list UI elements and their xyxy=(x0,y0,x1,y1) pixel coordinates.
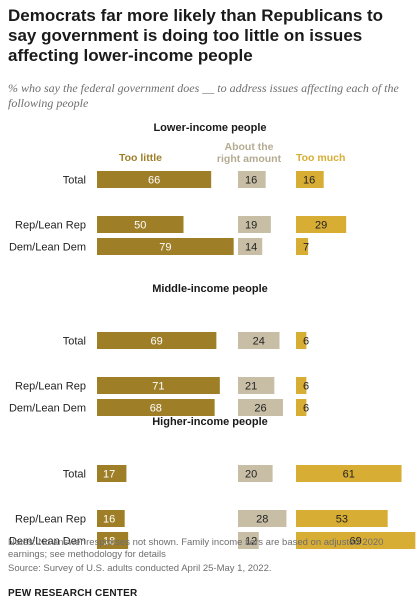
bar xyxy=(296,399,307,416)
bar xyxy=(97,377,220,394)
data-label: 50 xyxy=(134,220,146,232)
data-label: 16 xyxy=(103,514,115,526)
bar xyxy=(238,510,287,527)
bar xyxy=(296,332,307,349)
chart-title: Democrats far more likely than Republica… xyxy=(8,6,384,65)
column-header-too-little: Too little xyxy=(119,152,162,164)
data-label: 24 xyxy=(253,336,265,348)
bar xyxy=(238,171,266,188)
bar xyxy=(238,332,280,349)
panel-title: Higher-income people xyxy=(152,416,268,428)
bar xyxy=(97,510,125,527)
bar xyxy=(97,532,129,549)
bar xyxy=(97,171,212,188)
bar xyxy=(238,377,275,394)
data-label: 12 xyxy=(245,536,257,548)
data-label: 61 xyxy=(343,469,355,481)
bar xyxy=(296,532,416,549)
data-label: 20 xyxy=(245,469,257,481)
panel-title: Lower-income people xyxy=(153,122,266,134)
bar xyxy=(97,465,127,482)
data-label: 26 xyxy=(254,403,266,415)
bar xyxy=(296,510,388,527)
bar xyxy=(97,399,215,416)
row-label: Rep/Lean Rep xyxy=(15,514,86,526)
row-label: Dem/Lean Dem xyxy=(9,403,86,415)
bar xyxy=(296,171,324,188)
row-label: Total xyxy=(63,469,86,481)
row-label: Total xyxy=(63,336,86,348)
data-label: 29 xyxy=(315,220,327,232)
data-label: 17 xyxy=(103,469,115,481)
bar xyxy=(296,377,307,394)
data-label: 53 xyxy=(336,514,348,526)
data-label: 71 xyxy=(152,381,164,393)
row-label: Rep/Lean Rep xyxy=(15,381,86,393)
bar xyxy=(238,399,283,416)
bar xyxy=(97,238,234,255)
brand-label: PEW RESEARCH CENTER xyxy=(8,588,138,599)
chart-notes: Notes: No answer responses not shown. Fa… xyxy=(8,537,384,560)
bar xyxy=(296,238,309,255)
data-label: 79 xyxy=(159,242,171,254)
column-header-about-right: About the right amount xyxy=(217,141,282,165)
panel-title: Middle-income people xyxy=(152,283,268,295)
data-label: 6 xyxy=(303,336,309,348)
row-label: Rep/Lean Rep xyxy=(15,220,86,232)
data-label: 16 xyxy=(303,175,315,187)
bar xyxy=(238,216,271,233)
data-label: 28 xyxy=(256,514,268,526)
data-label: 69 xyxy=(151,336,163,348)
chart-source: Source: Survey of U.S. adults conducted … xyxy=(8,563,272,574)
bar xyxy=(238,238,263,255)
row-label: Dem/Lean Dem xyxy=(9,242,86,254)
column-header-too-much: Too much xyxy=(296,152,345,164)
bar xyxy=(296,216,347,233)
data-label: 18 xyxy=(103,536,115,548)
data-label: 68 xyxy=(150,403,162,415)
data-label: 66 xyxy=(148,175,160,187)
bar xyxy=(97,216,184,233)
data-label: 69 xyxy=(350,536,362,548)
data-label: 6 xyxy=(303,403,309,415)
data-label: 6 xyxy=(303,381,309,393)
bar xyxy=(238,465,273,482)
bar xyxy=(238,532,259,549)
data-label: 14 xyxy=(245,242,257,254)
data-label: 7 xyxy=(303,242,309,254)
data-label: 16 xyxy=(245,175,257,187)
row-label: Dem/Lean Dem xyxy=(9,536,86,548)
data-label: 21 xyxy=(245,381,257,393)
chart-subtitle: % who say the federal government does __… xyxy=(8,81,399,110)
row-label: Total xyxy=(63,175,86,187)
bar xyxy=(97,332,217,349)
data-label: 19 xyxy=(245,220,257,232)
bar xyxy=(296,465,402,482)
